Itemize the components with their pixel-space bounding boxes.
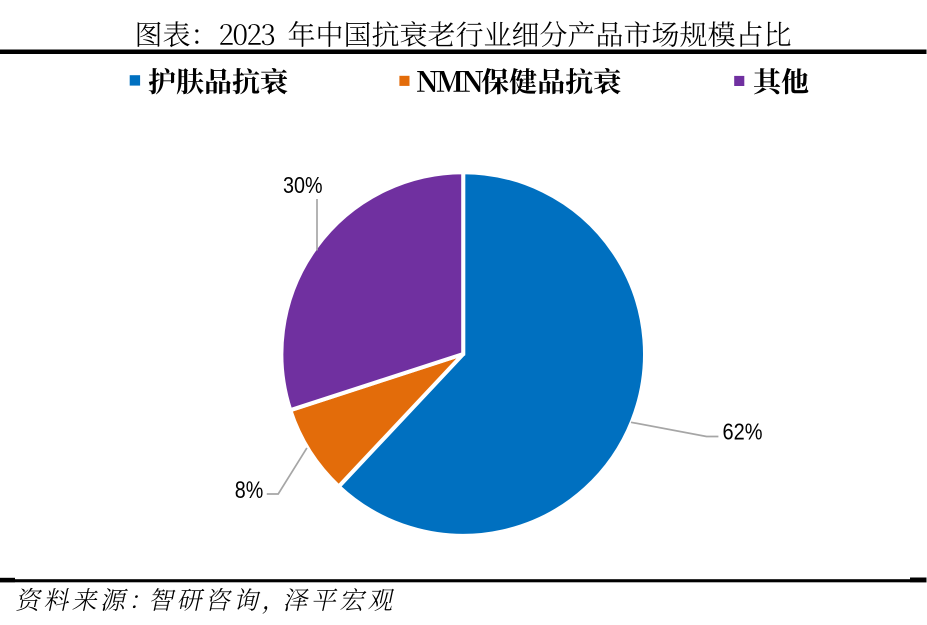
svg-text:8%: 8% — [235, 477, 263, 504]
svg-text:30%: 30% — [283, 172, 323, 198]
svg-text:62%: 62% — [723, 419, 763, 445]
